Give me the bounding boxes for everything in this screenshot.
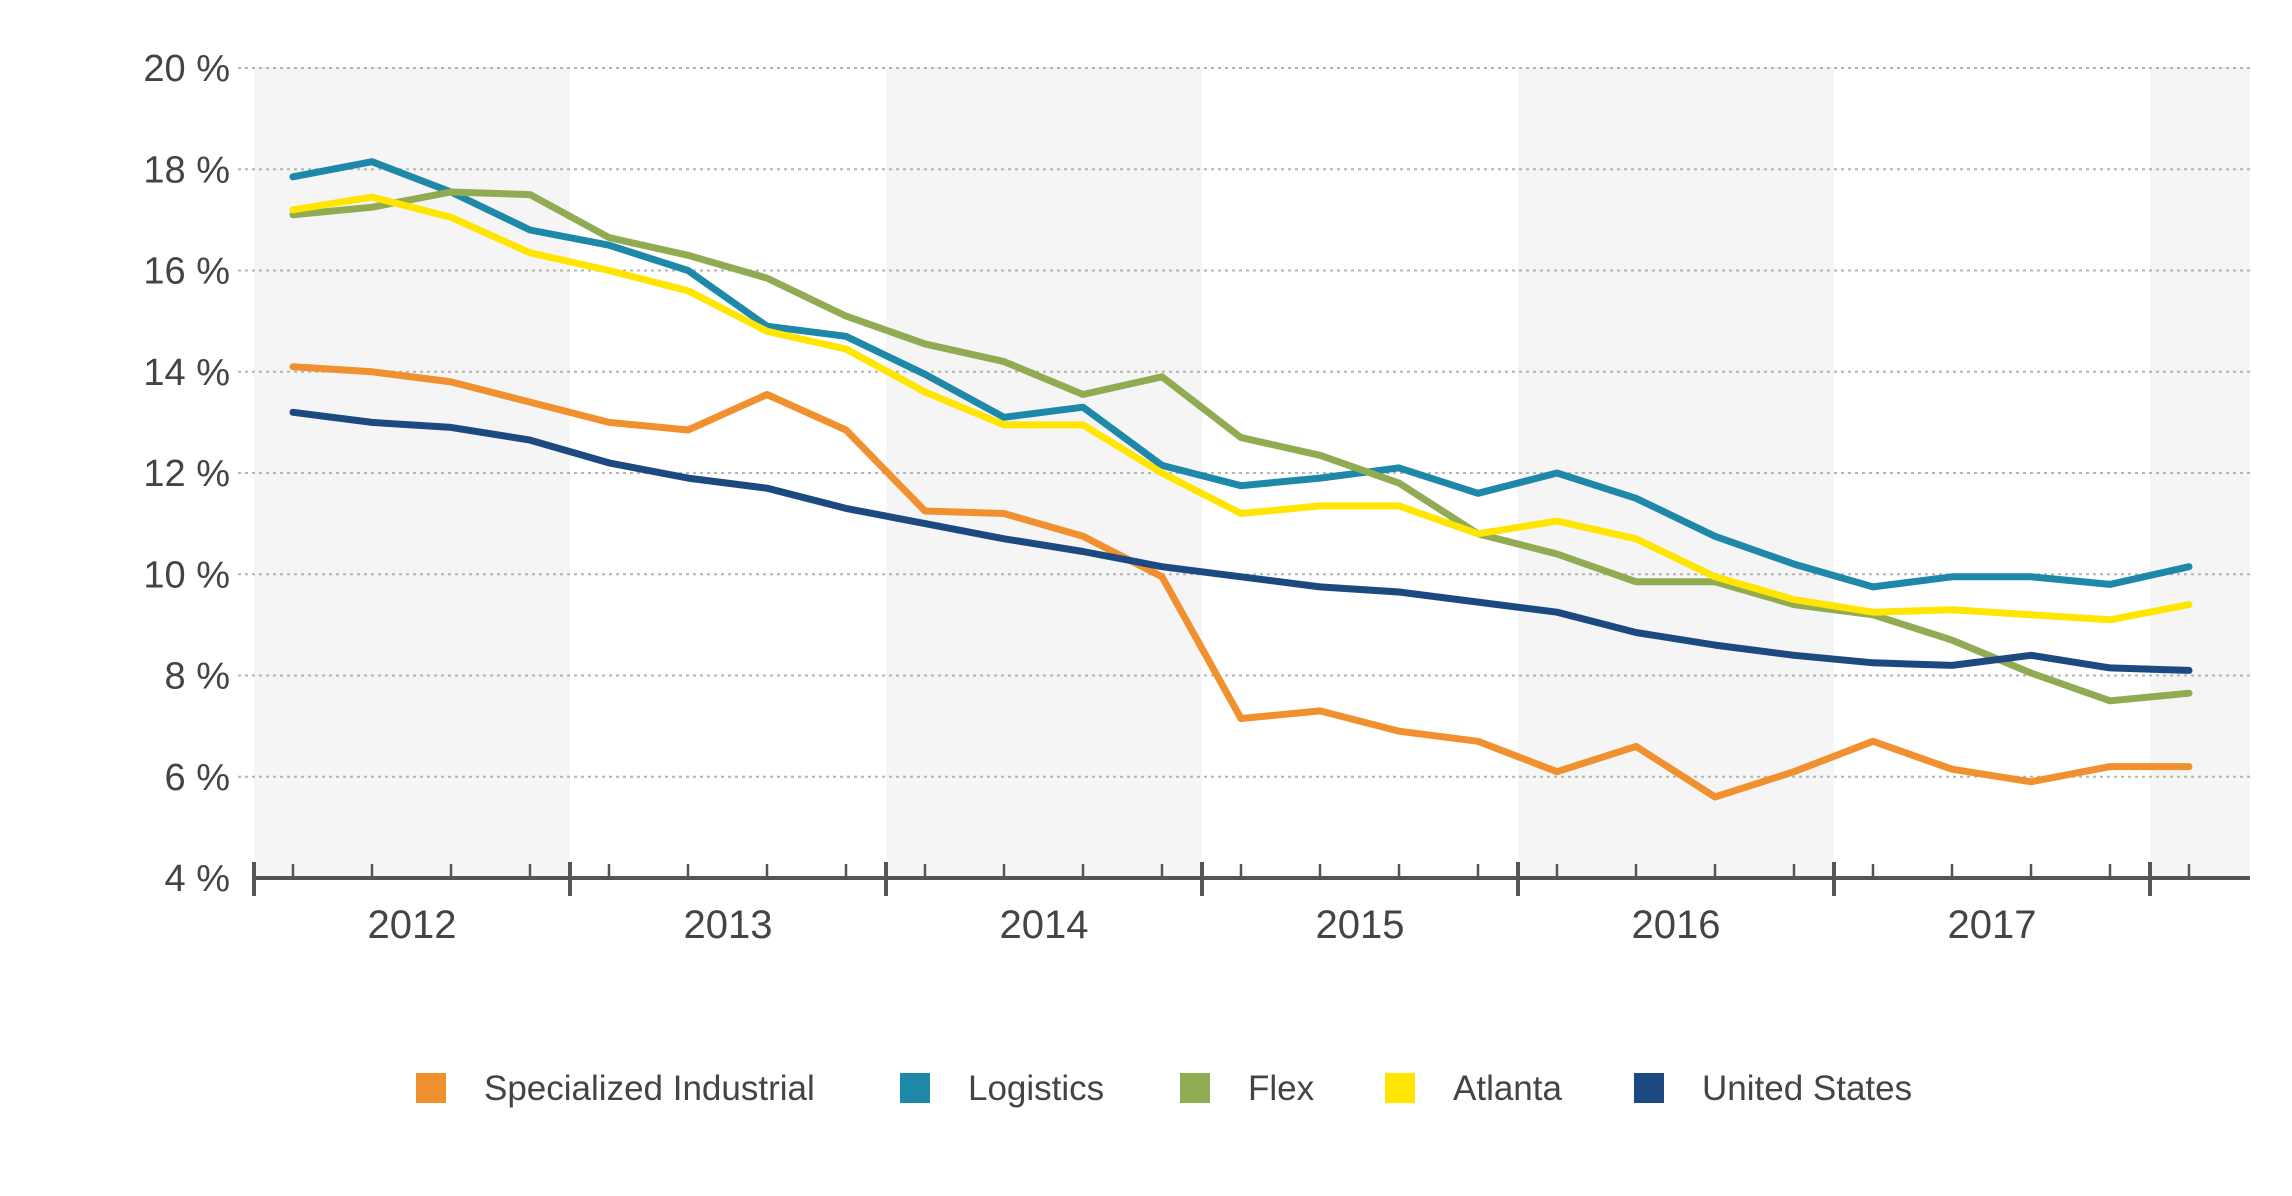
y-tick-label: 4 % <box>165 858 230 900</box>
x-tick-label: 2012 <box>368 903 457 947</box>
x-tick-label: 2014 <box>1000 903 1089 947</box>
x-tick-label: 2013 <box>684 903 773 947</box>
legend-swatch <box>1634 1073 1664 1103</box>
legend-label: United States <box>1702 1069 1912 1108</box>
legend-swatch <box>1385 1073 1415 1103</box>
series-line-specialized-industrial <box>289 363 2193 801</box>
x-axis <box>252 862 2250 896</box>
y-tick-label: 14 % <box>143 352 230 394</box>
y-tick-label: 8 % <box>165 656 230 698</box>
y-tick-label: 12 % <box>143 453 230 495</box>
legend-swatch <box>900 1073 930 1103</box>
legend-swatch <box>1180 1073 1210 1103</box>
legend: Specialized Industrial Logistics Flex Atlan… <box>416 1069 1912 1108</box>
y-tick-label: 18 % <box>143 149 230 191</box>
series-line-united-states <box>289 408 2193 674</box>
y-tick-label: 20 % <box>143 48 230 90</box>
legend-label: Atlanta <box>1453 1069 1562 1108</box>
x-tick-label: 2016 <box>1632 903 1721 947</box>
legend-label: Logistics <box>968 1069 1104 1108</box>
x-tick-label: 2017 <box>1948 903 2037 947</box>
series-line-flex <box>289 188 2193 705</box>
legend-swatch <box>416 1073 446 1103</box>
y-tick-label: 10 % <box>143 554 230 596</box>
series-lines <box>289 158 2193 801</box>
x-tick-label: 2015 <box>1316 903 1405 947</box>
legend-label: Flex <box>1248 1069 1315 1108</box>
legend-label: Specialized Industrial <box>484 1069 815 1108</box>
y-tick-label: 16 % <box>143 251 230 293</box>
x-axis-year-labels: 2012 2013 2014 2015 2016 2017 <box>368 903 2037 947</box>
y-axis-ticks: 4 % 6 % 8 % 10 % 12 % 14 % 16 % 18 % 20 % <box>143 48 230 900</box>
y-tick-label: 6 % <box>165 757 230 799</box>
series-line-logistics <box>289 158 2193 591</box>
series-line-atlanta <box>289 193 2193 624</box>
